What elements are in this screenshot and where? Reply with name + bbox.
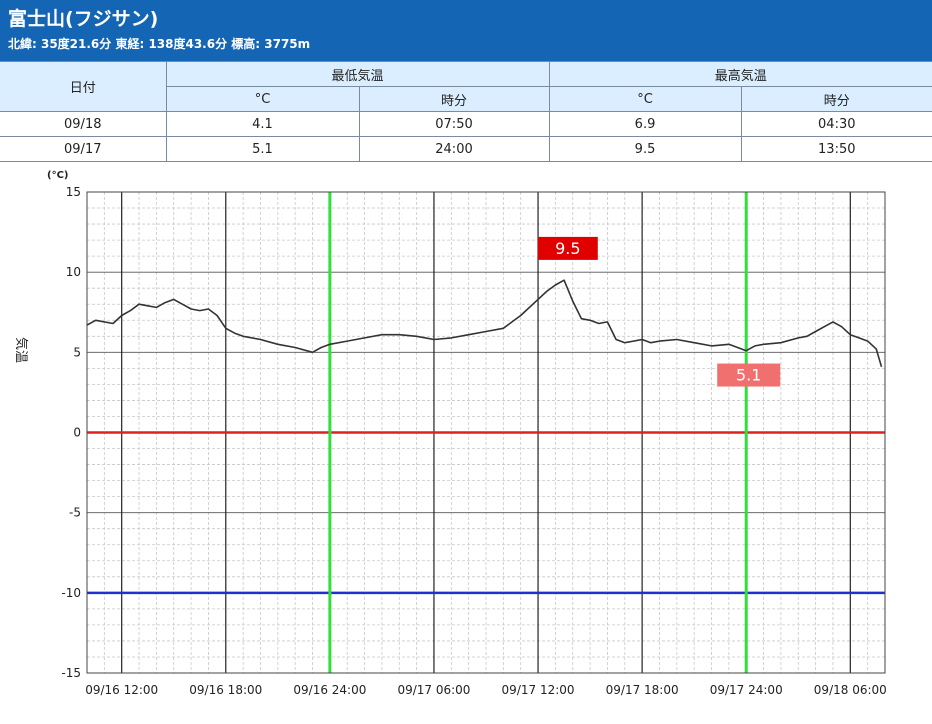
x-tick-label: 09/18 06:00 bbox=[814, 683, 887, 697]
annotation-label: 5.1 bbox=[736, 366, 761, 385]
table-row: 09/17 5.1 24:00 9.5 13:50 bbox=[0, 136, 932, 162]
chart-unit-label: (°C) bbox=[47, 170, 68, 181]
y-tick-label: -10 bbox=[61, 586, 81, 600]
row-max-temp: 6.9 bbox=[548, 111, 742, 137]
temperature-chart: (°C) 気温 15 10 5 0 -5 -10 -15 09/16 12:00 09/16 1… bbox=[0, 162, 932, 718]
annotation-label: 9.5 bbox=[555, 239, 580, 258]
plot-frame bbox=[86, 191, 886, 674]
row-max-time: 04:30 bbox=[740, 111, 932, 137]
y-tick-label: 5 bbox=[73, 345, 81, 359]
station-header: 富士山(フジサン) 北緯: 35度21.6分 東経: 138度43.6分 標高:… bbox=[0, 0, 932, 61]
y-tick-label: -5 bbox=[69, 506, 81, 520]
temperature-series-line bbox=[86, 279, 883, 368]
x-tick-label: 09/17 18:00 bbox=[606, 683, 679, 697]
row-min-temp: 4.1 bbox=[165, 111, 360, 137]
row-date: 09/18 bbox=[0, 111, 167, 137]
annotation-box bbox=[537, 236, 598, 260]
y-tick-label: 10 bbox=[66, 265, 81, 279]
min-unit-header: °C bbox=[166, 86, 360, 112]
max-time-header: 時分 bbox=[740, 86, 932, 112]
date-header: 日付 bbox=[0, 61, 167, 112]
table-row: 09/18 4.1 07:50 6.9 04:30 bbox=[0, 111, 932, 137]
y-axis-label: 気温 bbox=[13, 337, 29, 363]
station-title: 富士山(フジサン) bbox=[8, 8, 159, 30]
x-tick-label: 09/16 18:00 bbox=[189, 683, 262, 697]
station-coordinates: 北緯: 35度21.6分 東経: 138度43.6分 標高: 3775m bbox=[8, 37, 311, 51]
x-tick-label: 09/17 24:00 bbox=[710, 683, 783, 697]
row-min-time: 07:50 bbox=[358, 111, 550, 137]
max-unit-header: °C bbox=[548, 86, 742, 112]
min-temp-header: 最低気温 bbox=[165, 61, 550, 87]
annotation-box bbox=[717, 363, 781, 387]
y-tick-label: 15 bbox=[66, 185, 81, 199]
row-date: 09/17 bbox=[0, 136, 167, 162]
x-tick-label: 09/16 24:00 bbox=[293, 683, 366, 697]
temperature-summary-table: 日付 最低気温 最高気温 °C 時分 °C 時分 09/18 4.1 07:50… bbox=[0, 61, 932, 162]
temperature-chart-svg: (°C) 気温 15 10 5 0 -5 -10 -15 09/16 12:00 09/16 1… bbox=[13, 170, 887, 697]
max-temp-header: 最高気温 bbox=[548, 61, 932, 87]
x-tick-label: 09/17 12:00 bbox=[502, 683, 575, 697]
row-max-temp: 9.5 bbox=[548, 136, 742, 162]
min-time-header: 時分 bbox=[358, 86, 550, 112]
x-tick-label: 09/16 12:00 bbox=[85, 683, 158, 697]
row-min-time: 24:00 bbox=[358, 136, 550, 162]
y-tick-label: -15 bbox=[61, 666, 81, 680]
row-min-temp: 5.1 bbox=[165, 136, 360, 162]
row-max-time: 13:50 bbox=[740, 136, 932, 162]
y-tick-label: 0 bbox=[73, 426, 81, 440]
x-tick-label: 09/17 06:00 bbox=[397, 683, 470, 697]
